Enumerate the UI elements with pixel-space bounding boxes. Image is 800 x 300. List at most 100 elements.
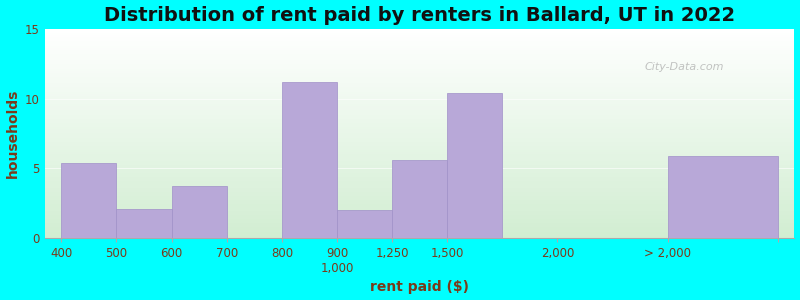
Bar (45, 100, 794, 102)
Bar (45, 213, 794, 215)
Bar (45, 138, 794, 140)
Bar (45, 60, 794, 62)
Bar (45, 112, 794, 115)
Bar (45, 171, 794, 173)
Bar (45, 67, 794, 69)
Bar (45, 129, 794, 131)
Y-axis label: households: households (6, 89, 19, 178)
Bar (45, 192, 794, 194)
Bar (45, 35, 794, 37)
Bar (45, 83, 794, 85)
Bar (447, 93, 502, 238)
Bar (45, 196, 794, 198)
Bar (45, 87, 794, 89)
Bar (45, 46, 794, 48)
Bar (45, 37, 794, 39)
Bar (45, 127, 794, 129)
Bar (45, 177, 794, 179)
Bar (45, 104, 794, 106)
X-axis label: rent paid ($): rent paid ($) (370, 280, 469, 294)
Bar (45, 202, 794, 204)
Bar (45, 56, 794, 58)
Bar (45, 123, 794, 125)
Bar (45, 94, 794, 96)
Bar (45, 165, 794, 167)
Bar (172, 186, 226, 238)
Bar (45, 194, 794, 196)
Bar (45, 62, 794, 64)
Text: City-Data.com: City-Data.com (645, 61, 724, 71)
Bar (45, 110, 794, 112)
Bar (45, 158, 794, 160)
Bar (45, 150, 794, 152)
Bar (45, 144, 794, 146)
Bar (45, 64, 794, 67)
Bar (45, 182, 794, 184)
Bar (392, 160, 447, 238)
Bar (45, 186, 794, 188)
Title: Distribution of rent paid by renters in Ballard, UT in 2022: Distribution of rent paid by renters in … (104, 6, 735, 25)
Bar (45, 41, 794, 44)
Bar (282, 82, 337, 238)
Bar (45, 146, 794, 148)
Bar (45, 232, 794, 234)
Bar (45, 190, 794, 192)
Bar (45, 221, 794, 223)
Bar (45, 184, 794, 186)
Bar (45, 179, 794, 182)
Bar (45, 58, 794, 60)
Bar (45, 169, 794, 171)
Bar (45, 148, 794, 150)
Bar (45, 131, 794, 134)
Bar (45, 119, 794, 121)
Bar (45, 79, 794, 81)
Bar (45, 225, 794, 227)
Bar (45, 50, 794, 52)
Bar (45, 167, 794, 169)
Bar (45, 200, 794, 202)
Bar (45, 121, 794, 123)
Bar (668, 156, 778, 238)
Bar (45, 52, 794, 54)
Bar (45, 160, 794, 163)
Bar (45, 98, 794, 100)
Bar (45, 211, 794, 213)
Bar (45, 208, 794, 211)
Bar (45, 92, 794, 94)
Bar (45, 204, 794, 206)
Bar (45, 125, 794, 127)
Bar (45, 140, 794, 142)
Bar (45, 96, 794, 98)
Bar (45, 188, 794, 190)
Bar (45, 85, 794, 87)
Bar (45, 219, 794, 221)
Bar (45, 102, 794, 104)
Bar (45, 108, 794, 110)
Bar (45, 152, 794, 154)
Bar (45, 77, 794, 79)
Bar (117, 208, 172, 238)
Bar (45, 230, 794, 232)
Bar (45, 223, 794, 225)
Bar (45, 73, 794, 75)
Bar (45, 206, 794, 208)
Bar (45, 227, 794, 230)
Bar (45, 156, 794, 158)
Bar (45, 175, 794, 177)
Bar (45, 44, 794, 46)
Bar (45, 142, 794, 144)
Bar (45, 69, 794, 71)
Bar (45, 71, 794, 73)
Bar (45, 234, 794, 236)
Bar (45, 117, 794, 119)
Bar (62, 163, 117, 238)
Bar (45, 33, 794, 35)
Bar (45, 154, 794, 156)
Bar (45, 198, 794, 200)
Bar (45, 134, 794, 136)
Bar (45, 106, 794, 108)
Bar (45, 75, 794, 77)
Bar (45, 215, 794, 217)
Bar (45, 81, 794, 83)
Bar (45, 39, 794, 41)
